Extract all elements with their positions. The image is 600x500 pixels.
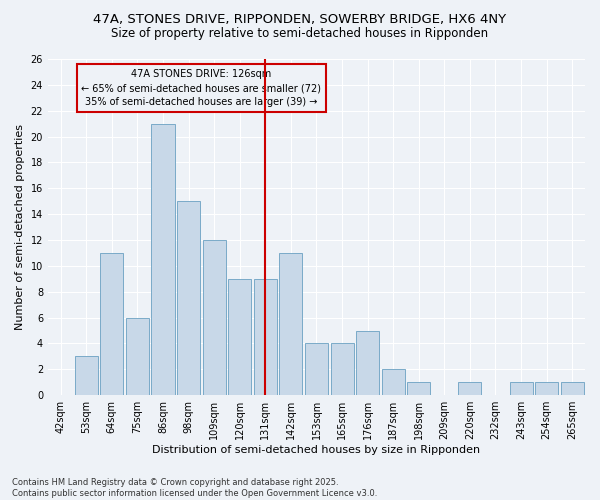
Bar [407, 382, 430, 395]
Text: Contains HM Land Registry data © Crown copyright and database right 2025.
Contai: Contains HM Land Registry data © Crown c… [12, 478, 377, 498]
Bar [331, 344, 353, 395]
Bar [203, 240, 226, 395]
Bar [151, 124, 175, 395]
Bar [305, 344, 328, 395]
Bar [228, 279, 251, 395]
X-axis label: Distribution of semi-detached houses by size in Ripponden: Distribution of semi-detached houses by … [152, 445, 481, 455]
Bar [561, 382, 584, 395]
Bar [280, 253, 302, 395]
Bar [535, 382, 558, 395]
Bar [382, 370, 404, 395]
Bar [356, 330, 379, 395]
Y-axis label: Number of semi-detached properties: Number of semi-detached properties [15, 124, 25, 330]
Bar [126, 318, 149, 395]
Bar [509, 382, 533, 395]
Text: 47A STONES DRIVE: 126sqm
← 65% of semi-detached houses are smaller (72)
35% of s: 47A STONES DRIVE: 126sqm ← 65% of semi-d… [82, 70, 322, 108]
Bar [100, 253, 124, 395]
Bar [177, 201, 200, 395]
Bar [458, 382, 481, 395]
Bar [254, 279, 277, 395]
Bar [75, 356, 98, 395]
Text: Size of property relative to semi-detached houses in Ripponden: Size of property relative to semi-detach… [112, 28, 488, 40]
Text: 47A, STONES DRIVE, RIPPONDEN, SOWERBY BRIDGE, HX6 4NY: 47A, STONES DRIVE, RIPPONDEN, SOWERBY BR… [94, 12, 506, 26]
